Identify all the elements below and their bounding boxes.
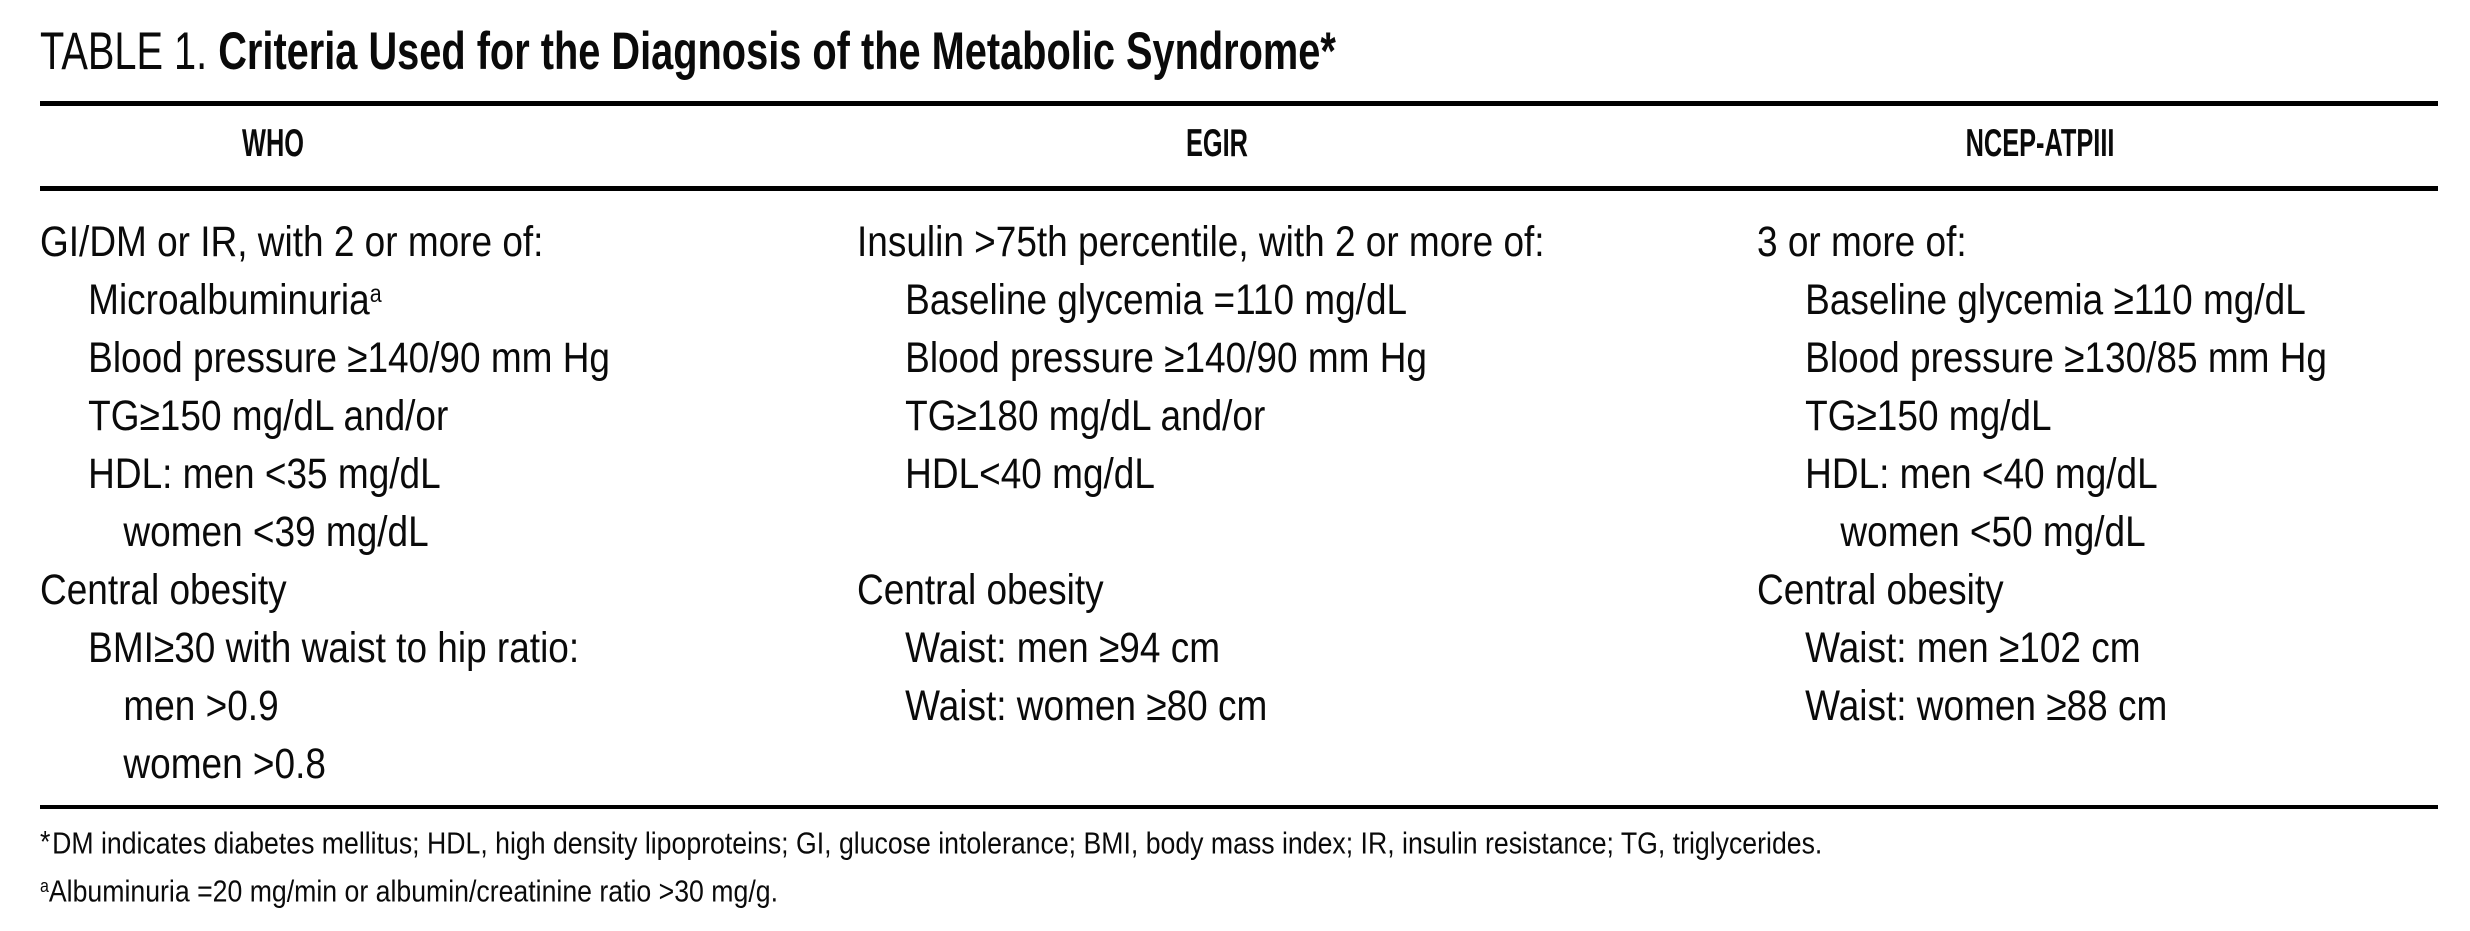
column-header-who: WHO	[242, 122, 304, 165]
rule-below-header	[40, 186, 2438, 191]
criteria-line: HDL<40 mg/dL	[905, 450, 1155, 498]
column-header-egir: EGIR	[1186, 122, 1248, 165]
criteria-column-ncep-atpiii: 3 or more of: Baseline glycemia ≥110 mg/…	[1757, 213, 2327, 793]
footnote-albuminuria: aAlbuminuria =20 mg/min or albumin/creat…	[40, 864, 1822, 908]
criteria-line: Waist: men ≥102 cm	[1805, 624, 2141, 672]
criteria-line: TG≥150 mg/dL and/or	[88, 392, 449, 440]
criteria-line: men >0.9	[123, 682, 279, 730]
table-title: TABLE 1. Criteria Used for the Diagnosis…	[40, 25, 1336, 78]
table-title-text: Criteria Used for the Diagnosis of the M…	[218, 22, 1336, 81]
criteria-line-blank	[1757, 735, 2327, 793]
criteria-line: Waist: women ≥80 cm	[905, 682, 1268, 730]
criteria-line: TG≥180 mg/dL and/or	[905, 392, 1266, 440]
criteria-line: HDL: men <40 mg/dL	[1805, 450, 2158, 498]
criteria-line: Baseline glycemia ≥110 mg/dL	[1805, 276, 2306, 324]
criteria-line: GI/DM or IR, with 2 or more of:	[40, 218, 544, 266]
rule-above-footnotes	[40, 805, 2438, 809]
criteria-column-who: GI/DM or IR, with 2 or more of: Microalb…	[40, 213, 610, 793]
criteria-line: Central obesity	[1757, 566, 2004, 614]
criteria-line: women <39 mg/dL	[123, 508, 429, 556]
column-header-ncep-atpiii: NCEP-ATPIII	[1965, 122, 2115, 165]
criteria-line: Baseline glycemia =110 mg/dL	[905, 276, 1408, 324]
criteria-line: Blood pressure ≥140/90 mm Hg	[88, 334, 611, 382]
footnote-abbreviations: *DM indicates diabetes mellitus; HDL, hi…	[40, 820, 1822, 864]
criteria-column-egir: Insulin >75th percentile, with 2 or more…	[857, 213, 1545, 793]
criteria-line: Central obesity	[40, 566, 287, 614]
footnote-ref-a: a	[369, 279, 382, 308]
criteria-line: women <50 mg/dL	[1840, 508, 2146, 556]
criteria-line: 3 or more of:	[1757, 218, 1967, 266]
criteria-line-blank	[857, 503, 1545, 561]
criteria-line: HDL: men <35 mg/dL	[88, 450, 441, 498]
footnote-marker-star: *	[40, 824, 51, 859]
criteria-line: BMI≥30 with waist to hip ratio:	[88, 624, 580, 672]
criteria-line: Waist: men ≥94 cm	[905, 624, 1221, 672]
criteria-line-blank	[857, 735, 1545, 793]
criteria-line: Blood pressure ≥140/90 mm Hg	[905, 334, 1428, 382]
criteria-line: Blood pressure ≥130/85 mm Hg	[1805, 334, 2328, 382]
footnote-marker-a: a	[40, 875, 49, 896]
table-title-number: TABLE 1.	[40, 22, 219, 81]
criteria-line: TG≥150 mg/dL	[1805, 392, 2052, 440]
criteria-line: Central obesity	[857, 566, 1104, 614]
criteria-line: Insulin >75th percentile, with 2 or more…	[857, 218, 1545, 266]
footnote-text: DM indicates diabetes mellitus; HDL, hig…	[52, 825, 1823, 861]
rule-below-title	[40, 101, 2438, 106]
criteria-line: Waist: women ≥88 cm	[1805, 682, 2168, 730]
footnote-text: Albuminuria =20 mg/min or albumin/creati…	[48, 873, 778, 909]
footnotes: *DM indicates diabetes mellitus; HDL, hi…	[40, 820, 1822, 908]
criteria-line: women >0.8	[123, 740, 326, 788]
criteria-line: Microalbuminuriaa	[88, 276, 382, 324]
